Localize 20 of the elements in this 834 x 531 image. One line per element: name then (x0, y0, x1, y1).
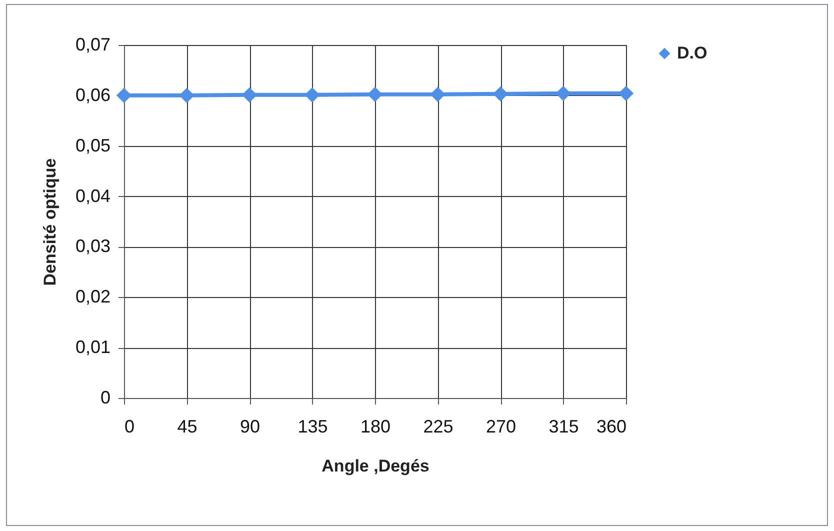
legend-label: D.O (677, 44, 708, 62)
x-tick-label: 360 (596, 416, 626, 436)
x-tick-label: 45 (177, 416, 198, 436)
x-tick-label: 90 (240, 416, 260, 436)
y-tick-label: 0,03 (75, 236, 110, 256)
y-tick-label: 0,05 (75, 135, 110, 156)
y-axis-title: Densité optique (40, 158, 60, 286)
x-tick-label: 180 (360, 416, 391, 436)
x-tick-label: 225 (423, 416, 454, 436)
y-tick-label: 0,07 (75, 34, 110, 54)
y-tick-label: 0,02 (75, 286, 110, 307)
y-tick-label: 0 (100, 388, 110, 408)
x-tick-label: 270 (486, 416, 516, 436)
x-tick-label: 0 (124, 416, 135, 436)
x-tick-label: 135 (298, 416, 328, 436)
x-tick-label: 315 (548, 416, 579, 436)
y-tick-label: 0,01 (75, 337, 110, 358)
x-axis-title: Angle ,Degés (322, 456, 430, 476)
y-tick-label: 0,04 (75, 186, 110, 206)
y-tick-label: 0,06 (75, 84, 110, 105)
